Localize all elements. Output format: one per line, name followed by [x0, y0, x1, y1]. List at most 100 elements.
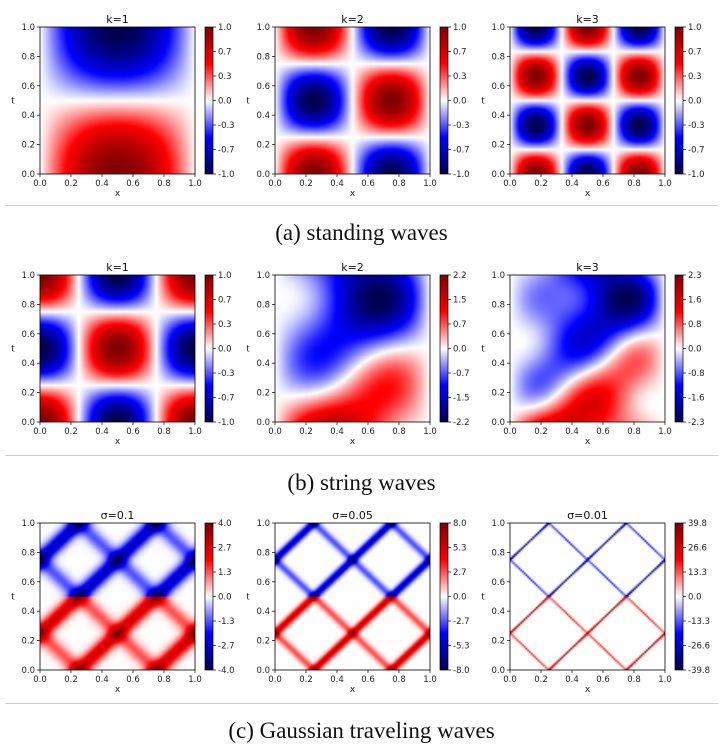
colorbar-tick-label: 1.6 — [688, 296, 702, 306]
y-tick-label: 0.0 — [491, 666, 505, 676]
x-axis-label: x — [350, 437, 356, 447]
panel-title: k=1 — [106, 261, 129, 274]
x-tick-label: 0.4 — [330, 675, 344, 685]
panel-title: k=2 — [341, 261, 364, 274]
y-tick-label: 1.0 — [491, 23, 505, 33]
caption-row-c: (c) Gaussian traveling waves — [228, 718, 495, 743]
colorbar-tick-label: 0.0 — [453, 97, 467, 107]
heatmap-panel: k=2 0.0 0.2 0.4 0.6 0.8 1.0 0.0 0.2 0.4 0.6 0.8 1.0 x… — [246, 13, 469, 199]
y-tick-label: 0.6 — [256, 578, 270, 588]
x-tick-label: 0.4 — [330, 179, 344, 189]
heatmap-image — [40, 27, 195, 174]
y-tick-label: 0.2 — [256, 141, 270, 151]
colorbar-tick-label: 1.0 — [453, 23, 467, 33]
colorbar-tick-label: -4.0 — [218, 666, 235, 676]
panel-title: σ=0.05 — [332, 509, 373, 522]
y-tick-label: 0.6 — [491, 82, 505, 92]
y-tick-label: 1.0 — [256, 519, 270, 529]
x-tick-label: 0.0 — [503, 675, 517, 685]
x-tick-label: 0.2 — [534, 675, 548, 685]
colorbar-tick-label: 0.0 — [453, 345, 467, 355]
heatmap-image — [510, 523, 665, 670]
x-axis-label: x — [115, 189, 121, 199]
heatmap-image — [40, 523, 195, 670]
y-axis-label: t — [481, 345, 485, 355]
x-tick-label: 0.0 — [268, 675, 282, 685]
y-tick-label: 0.6 — [21, 330, 35, 340]
x-tick-label: 1.0 — [423, 179, 437, 189]
colorbar-tick-label: 0.7 — [453, 48, 467, 58]
colorbar-tick-label: -1.6 — [688, 394, 705, 404]
colorbar-tick-label: 1.0 — [218, 271, 232, 281]
y-tick-label: 0.6 — [491, 578, 505, 588]
y-tick-label: 0.4 — [256, 111, 270, 121]
panel-title: k=2 — [341, 13, 364, 26]
plot-frame — [509, 522, 666, 671]
caption-row-a: (a) standing waves — [275, 220, 448, 245]
y-tick-label: 0.0 — [256, 666, 270, 676]
x-tick-label: 0.6 — [361, 675, 375, 685]
colorbar-tick-label: -0.3 — [218, 121, 235, 131]
x-tick-label: 0.4 — [95, 179, 109, 189]
x-tick-label: 0.2 — [534, 179, 548, 189]
panel-title: k=1 — [106, 13, 129, 26]
y-tick-label: 0.0 — [491, 418, 505, 428]
y-tick-label: 0.8 — [256, 300, 270, 310]
separator-line — [5, 455, 718, 456]
colorbar — [675, 275, 683, 422]
plot-frame — [509, 274, 666, 423]
x-tick-label: 0.8 — [392, 675, 406, 685]
colorbar-tick-label: 2.7 — [218, 544, 232, 554]
x-tick-label: 0.0 — [268, 179, 282, 189]
heatmap-panel: k=3 0.0 0.2 0.4 0.6 0.8 1.0 0.0 0.2 0.4 0.6 0.8 1.0 x… — [481, 261, 704, 447]
x-tick-label: 0.4 — [330, 427, 344, 437]
colorbar-tick-label: -2.2 — [453, 418, 470, 428]
x-tick-label: 0.8 — [627, 179, 641, 189]
x-tick-label: 0.8 — [392, 179, 406, 189]
colorbar-tick-label: -0.8 — [688, 369, 705, 379]
colorbar-tick-label: -2.3 — [688, 418, 705, 428]
colorbar-tick-label: 0.0 — [688, 345, 702, 355]
y-tick-label: 0.2 — [256, 389, 270, 399]
y-tick-label: 1.0 — [21, 23, 35, 33]
colorbar-tick-label: -0.3 — [453, 121, 470, 131]
x-tick-label: 0.0 — [33, 179, 47, 189]
colorbar-tick-label: 0.3 — [453, 72, 467, 82]
y-tick-label: 0.2 — [21, 637, 35, 647]
x-tick-label: 1.0 — [658, 675, 672, 685]
y-axis-label: t — [246, 345, 250, 355]
colorbar-tick-label: -0.3 — [218, 369, 235, 379]
x-tick-label: 0.8 — [392, 427, 406, 437]
x-tick-label: 0.6 — [596, 675, 610, 685]
y-tick-label: 0.6 — [256, 82, 270, 92]
colorbar — [440, 275, 448, 422]
x-tick-label: 1.0 — [188, 427, 202, 437]
colorbar-tick-label: -1.0 — [688, 170, 705, 180]
colorbar-tick-label: -1.5 — [453, 394, 470, 404]
heatmap-panel: σ=0.1 0.0 0.2 0.4 0.6 0.8 1.0 0.0 0.2 0.4 0.6 0.8 1.… — [11, 509, 234, 695]
colorbar-tick-label: -5.3 — [453, 642, 470, 652]
y-tick-label: 0.4 — [256, 359, 270, 369]
colorbar-tick-label: 1.0 — [688, 23, 702, 33]
y-tick-label: 0.4 — [491, 607, 505, 617]
colorbar — [205, 275, 213, 422]
colorbar-tick-label: 0.0 — [218, 97, 232, 107]
x-axis-label: x — [585, 437, 591, 447]
colorbar-tick-label: 39.8 — [688, 519, 707, 529]
colorbar-tick-label: 0.7 — [218, 296, 232, 306]
y-tick-label: 0.8 — [491, 548, 505, 558]
y-tick-label: 0.8 — [21, 52, 35, 62]
heatmap-image — [40, 275, 195, 422]
y-tick-label: 1.0 — [256, 23, 270, 33]
y-tick-label: 0.4 — [256, 607, 270, 617]
colorbar — [440, 523, 448, 670]
y-tick-label: 1.0 — [256, 271, 270, 281]
y-tick-label: 0.2 — [21, 389, 35, 399]
colorbar-tick-label: -26.6 — [688, 642, 710, 652]
colorbar-tick-label: 0.3 — [218, 320, 232, 330]
x-tick-label: 0.0 — [503, 179, 517, 189]
separator-line — [5, 205, 718, 206]
x-tick-label: 0.6 — [126, 427, 140, 437]
y-tick-label: 0.0 — [21, 170, 35, 180]
colorbar-tick-label: -0.7 — [218, 146, 235, 156]
